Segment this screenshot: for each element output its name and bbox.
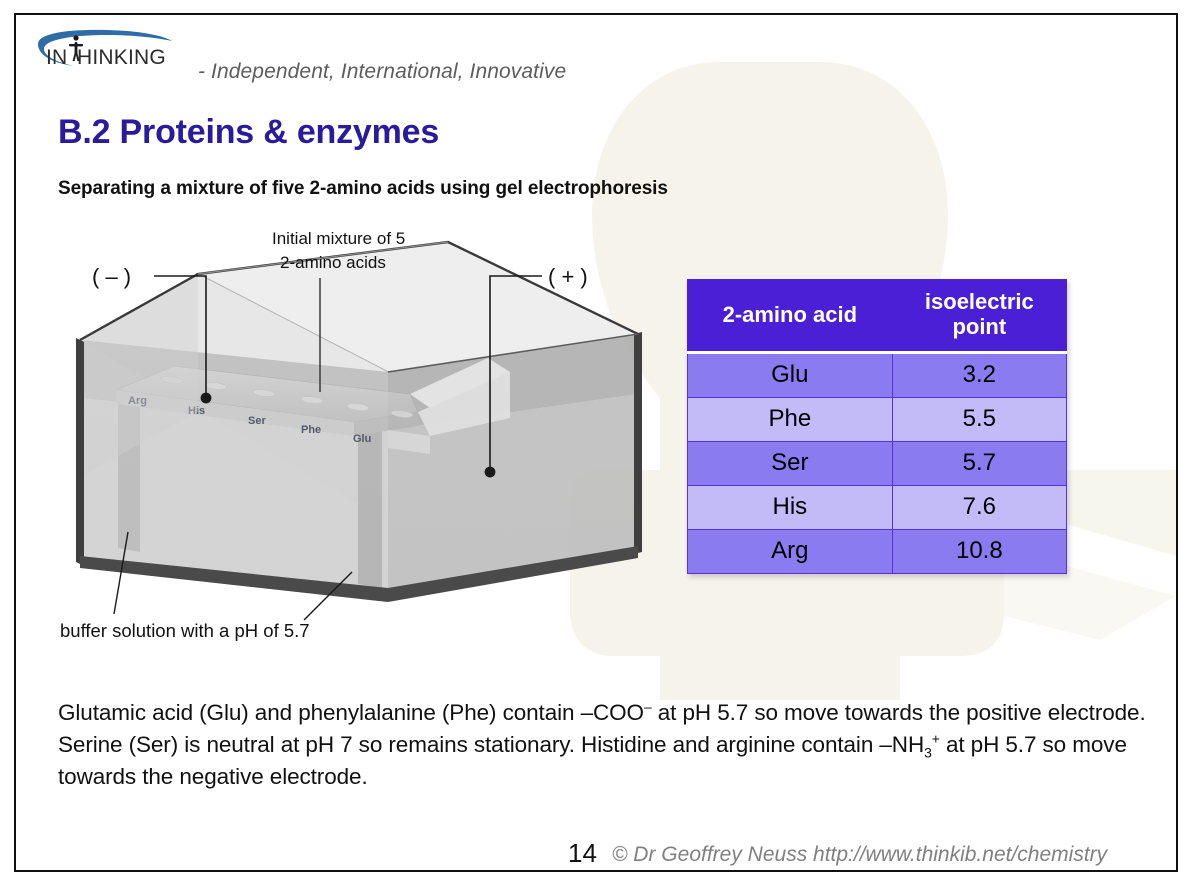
table-row: Phe 5.5 [687,396,1068,442]
table-row: Ser 5.7 [687,440,1068,486]
cell-isoelectric-point: 3.2 [891,351,1068,398]
negative-electrode-dot [200,392,212,404]
ammonium-charge-superscript: + [931,730,940,747]
cell-amino-acid: Glu [687,351,893,398]
table-header-row: 2-amino acid isoelectric point [687,279,1068,353]
ammonium-hydrogen-subscript: 3 [924,744,932,761]
body-text-part-2: at pH 5.7 so move towards the positive e… [58,700,1146,757]
cell-amino-acid: Phe [687,396,893,442]
carboxylate-charge-superscript: – [643,698,652,715]
brand-tagline: - Independent, International, Innovative [198,60,567,83]
buffer-solution-label: buffer solution with a pH of 5.7 [60,620,310,641]
initial-mixture-label-line1: Initial mixture of 5 [272,229,405,248]
copyright-credit: © Dr Geoffrey Neuss http://www.thinkib.n… [612,843,1108,866]
brand-logo: IN HINKING - Independent, International,… [30,28,590,83]
svg-text:HINKING: HINKING [77,46,166,69]
page-subtitle: Separating a mixture of five 2-amino aci… [58,178,668,199]
cell-isoelectric-point: 10.8 [891,528,1068,574]
positive-electrode-dot [484,466,496,478]
body-text-part-1: Glutamic acid (Glu) and phenylalanine (P… [58,700,644,725]
table-row: Arg 10.8 [687,528,1068,574]
column-header-amino-acid: 2-amino acid [687,279,893,353]
page-number: 14 [568,838,597,868]
negative-electrode-label: ( – ) [92,264,131,289]
cell-isoelectric-point: 7.6 [891,484,1068,530]
svg-text:IN: IN [46,46,67,69]
body-text-part-3: at pH 5.7 so move towards the negative e… [58,731,1127,789]
page-title: B.2 Proteins & enzymes [58,113,440,151]
cell-isoelectric-point: 5.5 [891,396,1068,442]
isoelectric-point-table: 2-amino acid isoelectric point Glu 3.2 P… [687,279,1068,574]
initial-mixture-label-line2: 2-amino acids [280,253,386,272]
cell-amino-acid: Ser [687,440,893,486]
cell-amino-acid: His [687,484,893,530]
cell-isoelectric-point: 5.7 [891,440,1068,486]
positive-electrode-label: ( + ) [548,264,588,289]
table-row: His 7.6 [687,484,1068,530]
body-paragraph: Glutamic acid (Glu) and phenylalanine (P… [58,697,1148,793]
table-row: Glu 3.2 [687,351,1068,398]
cell-amino-acid: Arg [687,528,893,574]
gel-electrophoresis-diagram: Arg His Ser Phe Glu [58,222,678,662]
inthinking-logo-icon: IN HINKING [38,29,172,69]
column-header-isoelectric-point: isoelectric point [891,279,1068,353]
